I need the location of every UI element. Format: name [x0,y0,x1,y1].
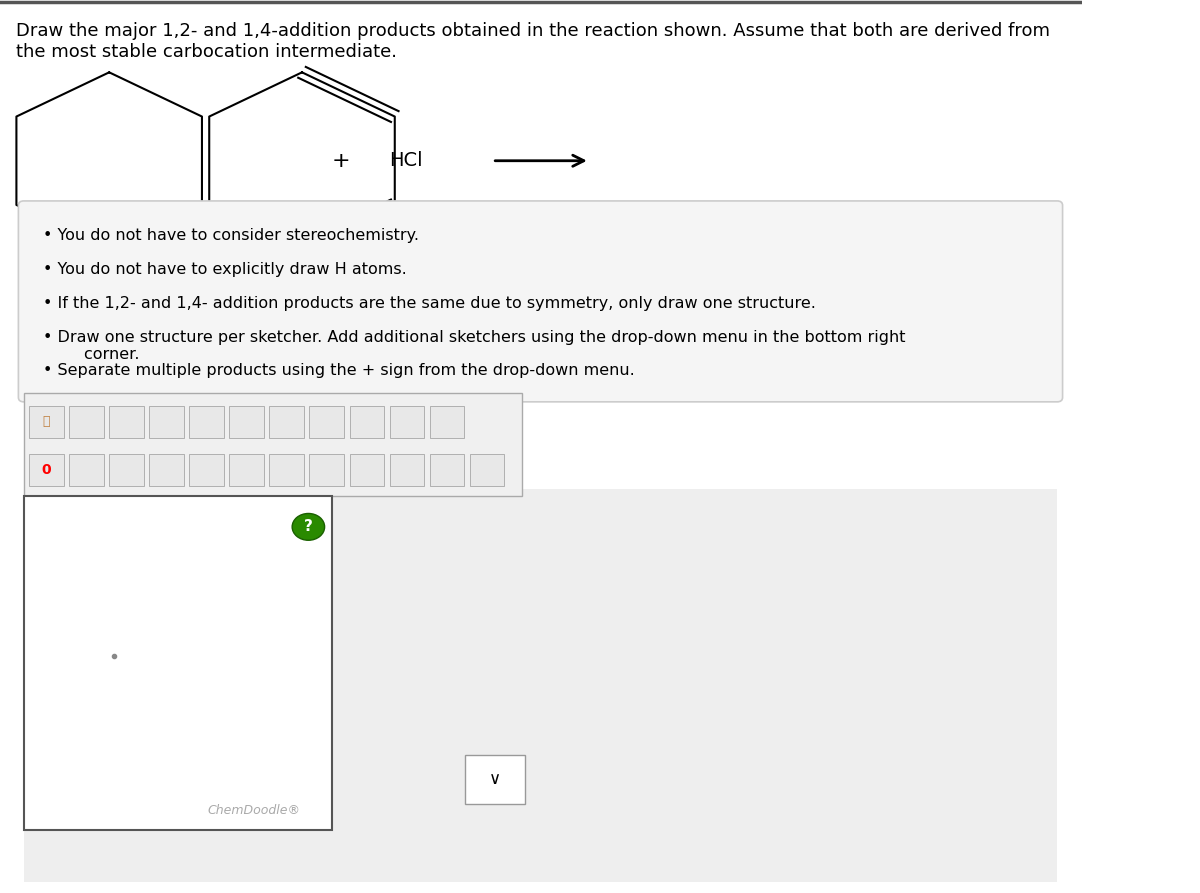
Bar [310,405,344,438]
Bar [349,405,384,438]
Bar [270,405,304,438]
Text: • Draw one structure per sketcher. Add additional sketchers using the drop-down : • Draw one structure per sketcher. Add a… [43,330,906,362]
Text: • You do not have to explicitly draw H atoms.: • You do not have to explicitly draw H a… [43,262,407,277]
Bar [466,755,524,804]
Bar [390,405,424,438]
Bar [310,454,344,486]
Text: • You do not have to consider stereochemistry.: • You do not have to consider stereochem… [43,228,419,243]
Circle shape [292,513,325,540]
Bar [29,454,64,486]
Text: ?: ? [304,520,313,534]
Bar [390,454,424,486]
Text: ∨: ∨ [488,770,502,789]
Bar [229,454,264,486]
Bar [469,454,504,486]
Bar [190,405,224,438]
Text: • Separate multiple products using the + sign from the drop-down menu.: • Separate multiple products using the +… [43,363,635,379]
Bar [430,405,464,438]
FancyBboxPatch shape [18,201,1062,402]
Bar [109,454,144,486]
Text: ChemDoodle®: ChemDoodle® [208,804,301,817]
Bar [24,393,522,496]
Bar [430,454,464,486]
Bar [149,454,184,486]
Text: HCl: HCl [389,151,422,171]
Bar [24,489,1057,882]
Text: 0: 0 [42,463,52,477]
Bar [149,405,184,438]
Bar [190,454,224,486]
Text: Draw the major 1,2- and 1,4-addition products obtained in the reaction shown. As: Draw the major 1,2- and 1,4-addition pro… [17,22,1050,61]
Bar [109,405,144,438]
Bar [70,405,104,438]
Bar [70,454,104,486]
Bar [29,405,64,438]
Text: +: + [331,151,350,171]
Text: • If the 1,2- and 1,4- addition products are the same due to symmetry, only draw: • If the 1,2- and 1,4- addition products… [43,296,816,311]
Text: ✋: ✋ [43,415,50,428]
Bar [270,454,304,486]
Bar [229,405,264,438]
Bar [24,496,332,830]
Bar [349,454,384,486]
